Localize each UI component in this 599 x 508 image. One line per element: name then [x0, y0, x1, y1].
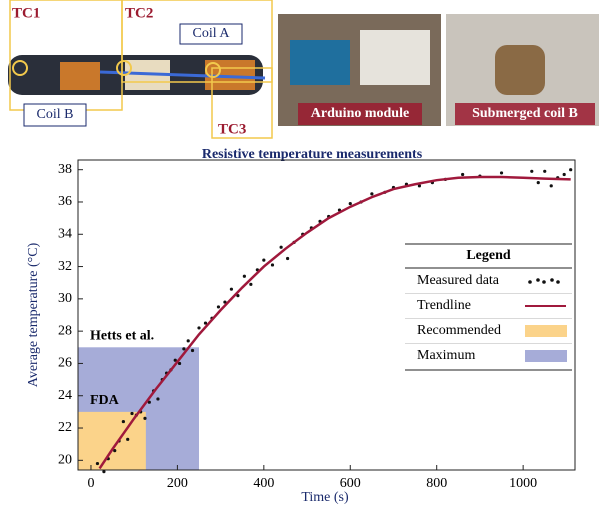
- legend-symbol: [550, 278, 554, 282]
- data-point: [348, 201, 352, 206]
- y-tick-label: 30: [58, 291, 72, 306]
- tc3-marker: [205, 62, 221, 78]
- label-banner: [298, 103, 422, 125]
- legend-label: Measured data: [417, 273, 500, 288]
- legend-symbol: [556, 280, 560, 284]
- region: [78, 411, 146, 470]
- data-point: [461, 172, 465, 177]
- data-point: [242, 274, 246, 278]
- coil-b-photo: [60, 62, 100, 90]
- x-tick-label: 1000: [509, 476, 537, 491]
- trendline: [98, 175, 571, 470]
- data-point: [143, 416, 147, 420]
- coil-a-label: Coil A: [193, 26, 231, 41]
- data-point: [126, 437, 130, 441]
- data-point: [270, 263, 275, 267]
- y-tick-label: 20: [58, 453, 72, 468]
- x-tick-label: 400: [253, 476, 274, 491]
- coil-b-label: Coil B: [37, 107, 74, 122]
- legend-label: Recommended: [417, 323, 501, 338]
- data-point: [203, 321, 208, 325]
- tc3-frame: [211, 67, 273, 139]
- coil-b-box: [23, 103, 87, 127]
- data-point: [286, 256, 290, 261]
- data-point: [236, 294, 240, 298]
- data-point: [262, 258, 266, 262]
- region-annotation: FDA: [90, 393, 120, 408]
- data-point: [147, 400, 151, 404]
- chart-title: Resistive temperature measurements: [202, 147, 423, 162]
- data-point: [113, 449, 117, 453]
- legend-symbol: [525, 325, 567, 337]
- data-point: [223, 300, 227, 304]
- legend-label: Trendline: [417, 298, 471, 313]
- x-tick-label: 200: [167, 476, 188, 491]
- y-tick-label: 26: [58, 356, 72, 371]
- y-tick-label: 22: [58, 420, 72, 435]
- submerged-coil: [495, 45, 545, 95]
- data-point: [530, 169, 534, 173]
- data-point: [499, 171, 504, 175]
- submerged-label: Submerged coil B: [472, 106, 578, 121]
- label-banner: [455, 103, 595, 125]
- legend-symbol: [528, 280, 532, 284]
- data-point: [197, 326, 201, 330]
- data-point: [417, 184, 422, 188]
- legend-symbol: [525, 350, 567, 362]
- data-point: [536, 181, 540, 185]
- x-tick-label: 600: [340, 476, 361, 491]
- y-tick-label: 38: [58, 162, 72, 177]
- data-point: [370, 192, 374, 196]
- data-point: [186, 339, 190, 343]
- legend-symbol: [542, 280, 546, 284]
- tc1-marker: [12, 60, 28, 76]
- data-point: [216, 305, 221, 309]
- data-point: [177, 361, 182, 366]
- data-point: [279, 245, 283, 249]
- tc1-label: TC1: [12, 5, 40, 21]
- y-axis-label: Average temperature (°C): [26, 242, 41, 387]
- legend-symbol: [536, 278, 540, 282]
- data-point: [95, 461, 100, 466]
- breadboard: [360, 30, 430, 85]
- legend-label: Maximum: [417, 348, 475, 363]
- coil-a-box: [179, 23, 243, 45]
- data-point: [543, 169, 547, 173]
- x-tick-label: 800: [426, 476, 447, 491]
- x-tick-label: 0: [87, 476, 94, 491]
- plot-frame: [77, 159, 576, 471]
- data-point: [182, 347, 186, 351]
- data-point: [121, 419, 125, 424]
- data-point: [130, 411, 134, 416]
- data-point: [249, 282, 253, 286]
- data-point: [562, 172, 566, 177]
- arduino-label: Arduino module: [311, 106, 409, 121]
- arduino-board: [290, 40, 350, 85]
- legend-title: Legend: [466, 248, 511, 263]
- y-tick-label: 34: [58, 226, 72, 241]
- x-axis-label: Time (s): [301, 490, 349, 505]
- y-tick-label: 24: [58, 388, 72, 403]
- tc2-label: TC2: [125, 5, 153, 21]
- data-point: [569, 168, 573, 172]
- y-tick-label: 28: [58, 323, 72, 338]
- data-point: [549, 184, 553, 188]
- tc2-frame: [121, 0, 273, 83]
- y-tick-label: 36: [58, 194, 72, 209]
- region-annotation: Hetts et al.: [90, 329, 154, 344]
- data-point: [156, 397, 160, 401]
- data-point: [190, 348, 195, 353]
- tc3-label: TC3: [218, 121, 246, 137]
- y-tick-label: 32: [58, 259, 72, 274]
- data-point: [102, 470, 106, 474]
- data-point: [173, 358, 177, 362]
- data-point: [229, 287, 234, 291]
- tc2-marker: [116, 60, 132, 76]
